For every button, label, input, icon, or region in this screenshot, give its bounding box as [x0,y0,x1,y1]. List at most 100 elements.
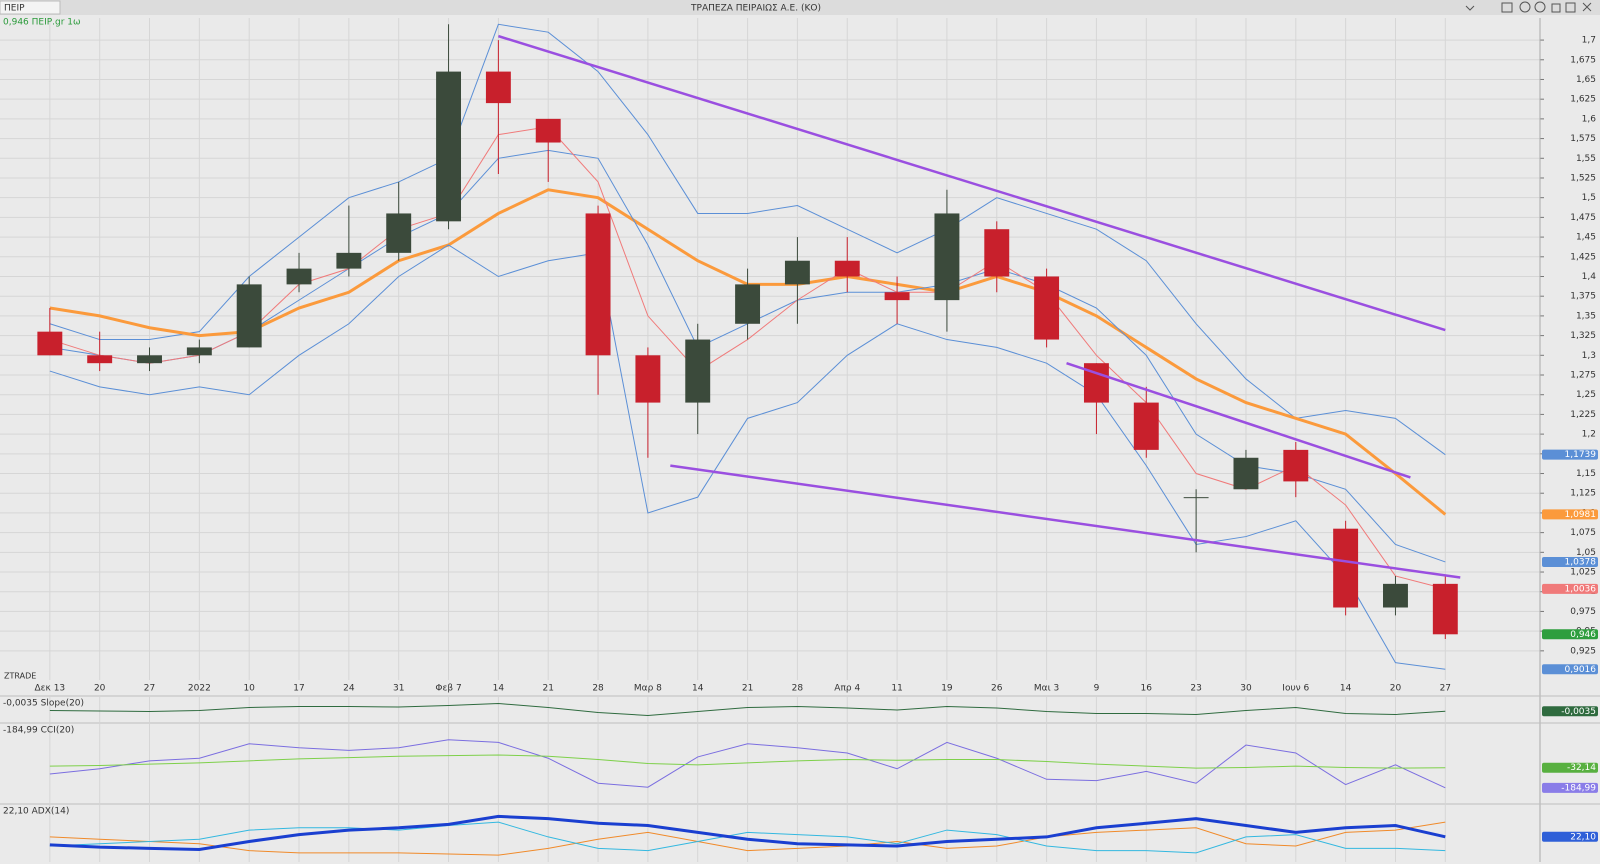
x-tick-label: 23 [1190,684,1201,694]
watermark: ZTRADE [4,672,36,681]
indicator-line [49,126,1446,590]
value-badge-label: 1,1739 [1565,450,1597,460]
indicator-line [49,821,1446,856]
trendline [1066,361,1411,479]
panel-legend: -184,99 CCI(20) [3,726,74,736]
chart-legend: 0,946 ΠΕΙΡ.gr 1ω [3,18,81,28]
x-tick-label: 20 [94,684,106,694]
x-tick-label: Ιουν 6 [1282,684,1309,694]
x-tick-label: 11 [891,684,902,694]
value-badge [1542,583,1598,594]
candle-body [1432,583,1458,635]
candle-body [186,347,212,356]
y-tick-label: 1,575 [1570,134,1596,144]
y-tick-label: 1,15 [1576,469,1596,479]
x-tick-label: Μαρ 8 [634,684,662,694]
x-tick-label: 10 [243,684,255,694]
candle-body [1183,497,1209,499]
candle-body [834,260,860,277]
y-tick-label: 1,35 [1576,311,1596,321]
candle-body [535,118,561,143]
x-tick-label: 9 [1094,684,1100,694]
value-badge [1542,762,1598,773]
restore-button[interactable] [1551,3,1561,13]
panel-legend: 22,10 ADX(14) [3,807,69,817]
indicator-line [49,814,1446,851]
candle-body [1283,449,1309,482]
indicator-line [49,23,1446,456]
candle-body [1383,583,1408,608]
x-tick-label: 24 [343,684,355,694]
y-tick-label: 1,2 [1582,430,1596,440]
x-tick-label: 14 [1340,684,1352,694]
window-controls[interactable] [1465,1,1592,13]
value-badge-label: -32,14 [1567,763,1596,773]
candle-body [585,213,611,356]
value-badge [1542,556,1598,567]
value-badge-label: 1,0036 [1565,584,1597,594]
x-tick-label: 17 [293,684,304,694]
x-tick-label: 28 [592,684,604,694]
option-button[interactable] [1519,1,1531,13]
y-tick-label: 1,525 [1570,173,1596,183]
x-tick-label: 27 [144,684,155,694]
y-tick-label: 1,275 [1570,371,1596,381]
y-tick-label: 0,975 [1570,607,1596,617]
x-tick-label: Φεβ 7 [435,684,461,694]
candle-body [934,213,960,301]
value-badge [1542,664,1598,675]
candle-body [286,268,312,285]
layout-button[interactable] [1501,2,1513,13]
value-badge-label: -184,99 [1561,783,1596,793]
symbol-box[interactable] [0,0,61,15]
panel-legend: -0,0035 Slope(20) [3,699,84,709]
candle-body [436,71,462,222]
y-tick-label: 1,025 [1570,568,1596,578]
value-badge [1542,509,1598,520]
x-tick-label: 31 [393,684,404,694]
y-tick-label: 1,425 [1570,252,1596,262]
candle-body [784,260,810,285]
x-tick-label: 27 [1440,684,1451,694]
x-tick-label: 14 [692,684,704,694]
trendline [498,34,1446,332]
window-title: ΤΡΑΠΕΖΑ ΠΕΙΡΑΙΩΣ Α.Ε. (ΚΟ) [690,4,821,14]
y-tick-label: 1,45 [1576,233,1596,243]
value-badge-label: -0,0035 [1561,707,1596,717]
y-tick-label: 1,25 [1576,390,1596,400]
close-button[interactable] [1582,2,1592,12]
candle-body [635,355,661,403]
candle-body [137,355,162,364]
title-bar [0,0,1600,15]
value-badge-label: 1,0981 [1565,510,1597,520]
value-badge-label: 22,10 [1570,832,1596,842]
value-badge [1542,629,1598,640]
trendline [670,464,1461,579]
candle-body [336,252,362,269]
value-badge [1542,831,1598,842]
x-tick-label: Δεκ 13 [35,684,66,694]
y-tick-label: 1,475 [1570,213,1596,223]
value-badge-label: 1,0378 [1565,557,1597,567]
candle-body [87,355,113,364]
x-tick-label: 19 [941,684,953,694]
indicator-line [49,739,1446,789]
x-tick-label: 28 [792,684,804,694]
y-tick-label: 1,125 [1570,489,1596,499]
candle-body [884,292,910,301]
x-tick-label: 14 [493,684,505,694]
x-tick-label: 26 [991,684,1003,694]
y-tick-label: 1,7 [1582,36,1596,46]
value-badge [1542,706,1598,717]
y-tick-label: 1,625 [1570,95,1596,105]
y-tick-label: 1,3 [1582,351,1596,361]
x-tick-label: Μαι 3 [1034,684,1059,694]
x-tick-label: 30 [1240,684,1252,694]
y-tick-label: 1,375 [1570,292,1596,302]
maximize-button[interactable] [1565,2,1576,13]
y-tick-label: 1,6 [1582,114,1597,124]
option-button[interactable] [1534,1,1546,13]
dropdown[interactable] [1465,5,1475,11]
y-tick-label: 1,225 [1570,410,1596,420]
